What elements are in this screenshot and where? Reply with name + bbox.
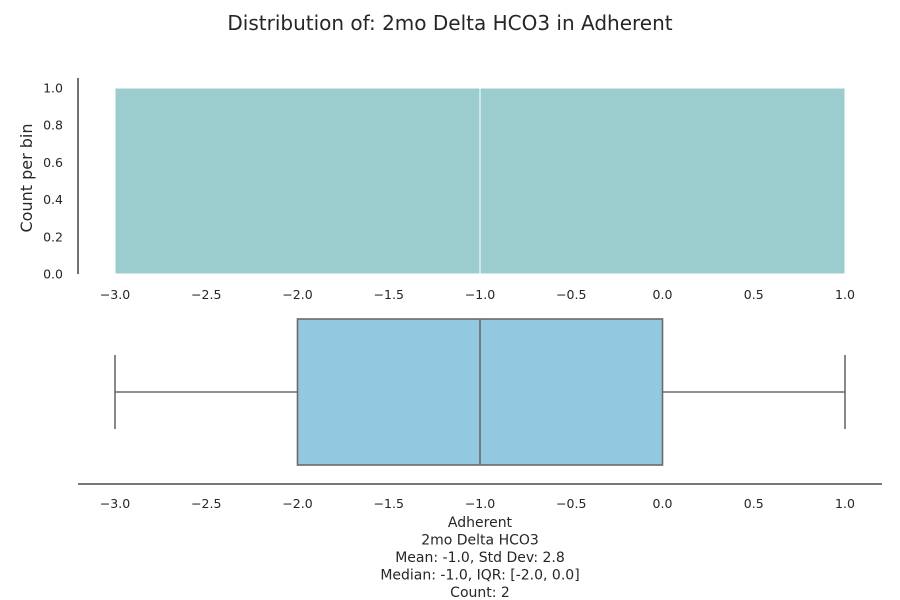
x-axis-label-line: Mean: -1.0, Std Dev: 2.8 — [395, 550, 565, 566]
x-tick-label: 0.5 — [744, 287, 764, 302]
x-tick-label: 0.5 — [744, 496, 764, 511]
x-axis-label-line: Count: 2 — [450, 585, 510, 600]
y-tick-label: 0.2 — [43, 229, 63, 244]
chart-title: Distribution of: 2mo Delta HCO3 in Adher… — [227, 11, 672, 35]
x-tick-label: −2.5 — [191, 287, 221, 302]
y-axis-label: Count per bin — [17, 123, 36, 232]
x-tick-label: 1.0 — [835, 287, 855, 302]
x-tick-label: 0.0 — [653, 287, 673, 302]
histogram-panel: 0.0 0.2 0.4 0.6 0.8 1.0 −3.0 −2.5 −2.0 −1.5 −1.0 −0… — [43, 78, 855, 302]
x-tick-label: −1.0 — [465, 496, 495, 511]
y-tick-label: 0.4 — [43, 192, 63, 207]
x-tick-label: −0.5 — [556, 496, 586, 511]
x-axis-label-line: Adherent — [448, 515, 513, 531]
histogram-bar — [114, 87, 481, 275]
x-axis-label-line: 2mo Delta HCO3 — [421, 533, 539, 549]
x-tick-label: −2.5 — [191, 496, 221, 511]
x-tick-label: 1.0 — [835, 496, 855, 511]
x-tick-label: −3.0 — [100, 496, 130, 511]
x-tick-label: −1.5 — [374, 496, 404, 511]
histogram-bar — [479, 87, 846, 275]
x-axis-label-line: Median: -1.0, IQR: [-2.0, 0.0] — [380, 568, 579, 584]
x-tick-label: −2.0 — [282, 496, 312, 511]
y-tick-label: 0.8 — [43, 118, 63, 133]
x-tick-label: −3.0 — [100, 287, 130, 302]
y-tick-label: 0.0 — [43, 267, 63, 282]
x-tick-label: −1.5 — [374, 287, 404, 302]
x-tick-label: 0.0 — [653, 496, 673, 511]
x-tick-label: −2.0 — [282, 287, 312, 302]
y-tick-label: 0.6 — [43, 155, 63, 170]
y-tick-label: 1.0 — [43, 81, 63, 96]
x-tick-label: −1.0 — [465, 287, 495, 302]
x-tick-label: −0.5 — [556, 287, 586, 302]
boxplot-panel: −3.0 −2.5 −2.0 −1.5 −1.0 −0.5 0.0 0.5 1.0 — [78, 318, 882, 511]
